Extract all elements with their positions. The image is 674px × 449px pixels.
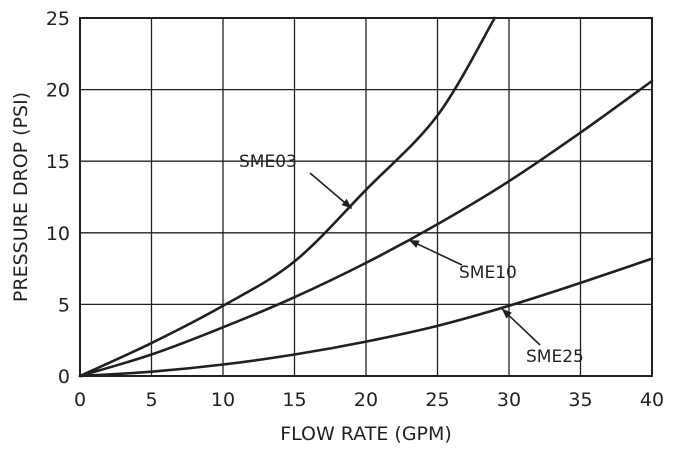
curves	[78, 16, 654, 378]
annotation-leaders	[309, 172, 541, 346]
annotation-label-sme25: SME25	[526, 347, 584, 367]
x-tick-label: 15	[282, 389, 306, 411]
y-tick-label: 20	[46, 80, 70, 102]
y-tick-label: 25	[46, 8, 70, 30]
y-axis-label: PRESSURE DROP (PSI)	[10, 92, 32, 302]
plot-frame	[79, 17, 653, 377]
x-tick-labels: 0 5 10 15 20 25 30 35 40	[74, 389, 664, 411]
annotation-arrowhead-sme10	[408, 239, 420, 248]
y-tick-label: 5	[58, 294, 70, 316]
y-tick-labels: 0 5 10 15 20 25	[46, 8, 70, 388]
x-tick-label: 30	[497, 389, 521, 411]
x-tick-label: 35	[568, 389, 592, 411]
annotation-label-sme10: SME10	[459, 263, 517, 283]
x-axis-label: FLOW RATE (GPM)	[280, 423, 452, 445]
annotation-label-sme03: SME03	[239, 152, 297, 172]
annotation-arrowhead-sme03	[341, 198, 352, 209]
annotation-arrowhead-sme25	[501, 308, 512, 319]
x-tick-label: 0	[74, 389, 86, 411]
x-tick-label: 20	[354, 389, 378, 411]
y-tick-label: 10	[46, 223, 70, 245]
x-tick-label: 10	[211, 389, 235, 411]
x-tick-label: 5	[145, 389, 157, 411]
grid	[80, 18, 652, 376]
x-tick-label: 25	[425, 389, 449, 411]
x-tick-label: 40	[640, 389, 664, 411]
y-tick-label: 15	[46, 151, 70, 173]
series-sme25-line	[78, 257, 654, 378]
annotations: SME03 SME10 SME25	[239, 152, 584, 367]
series-sme10-line	[78, 79, 654, 378]
series-sme03-line	[78, 16, 496, 378]
y-tick-label: 0	[58, 366, 70, 388]
